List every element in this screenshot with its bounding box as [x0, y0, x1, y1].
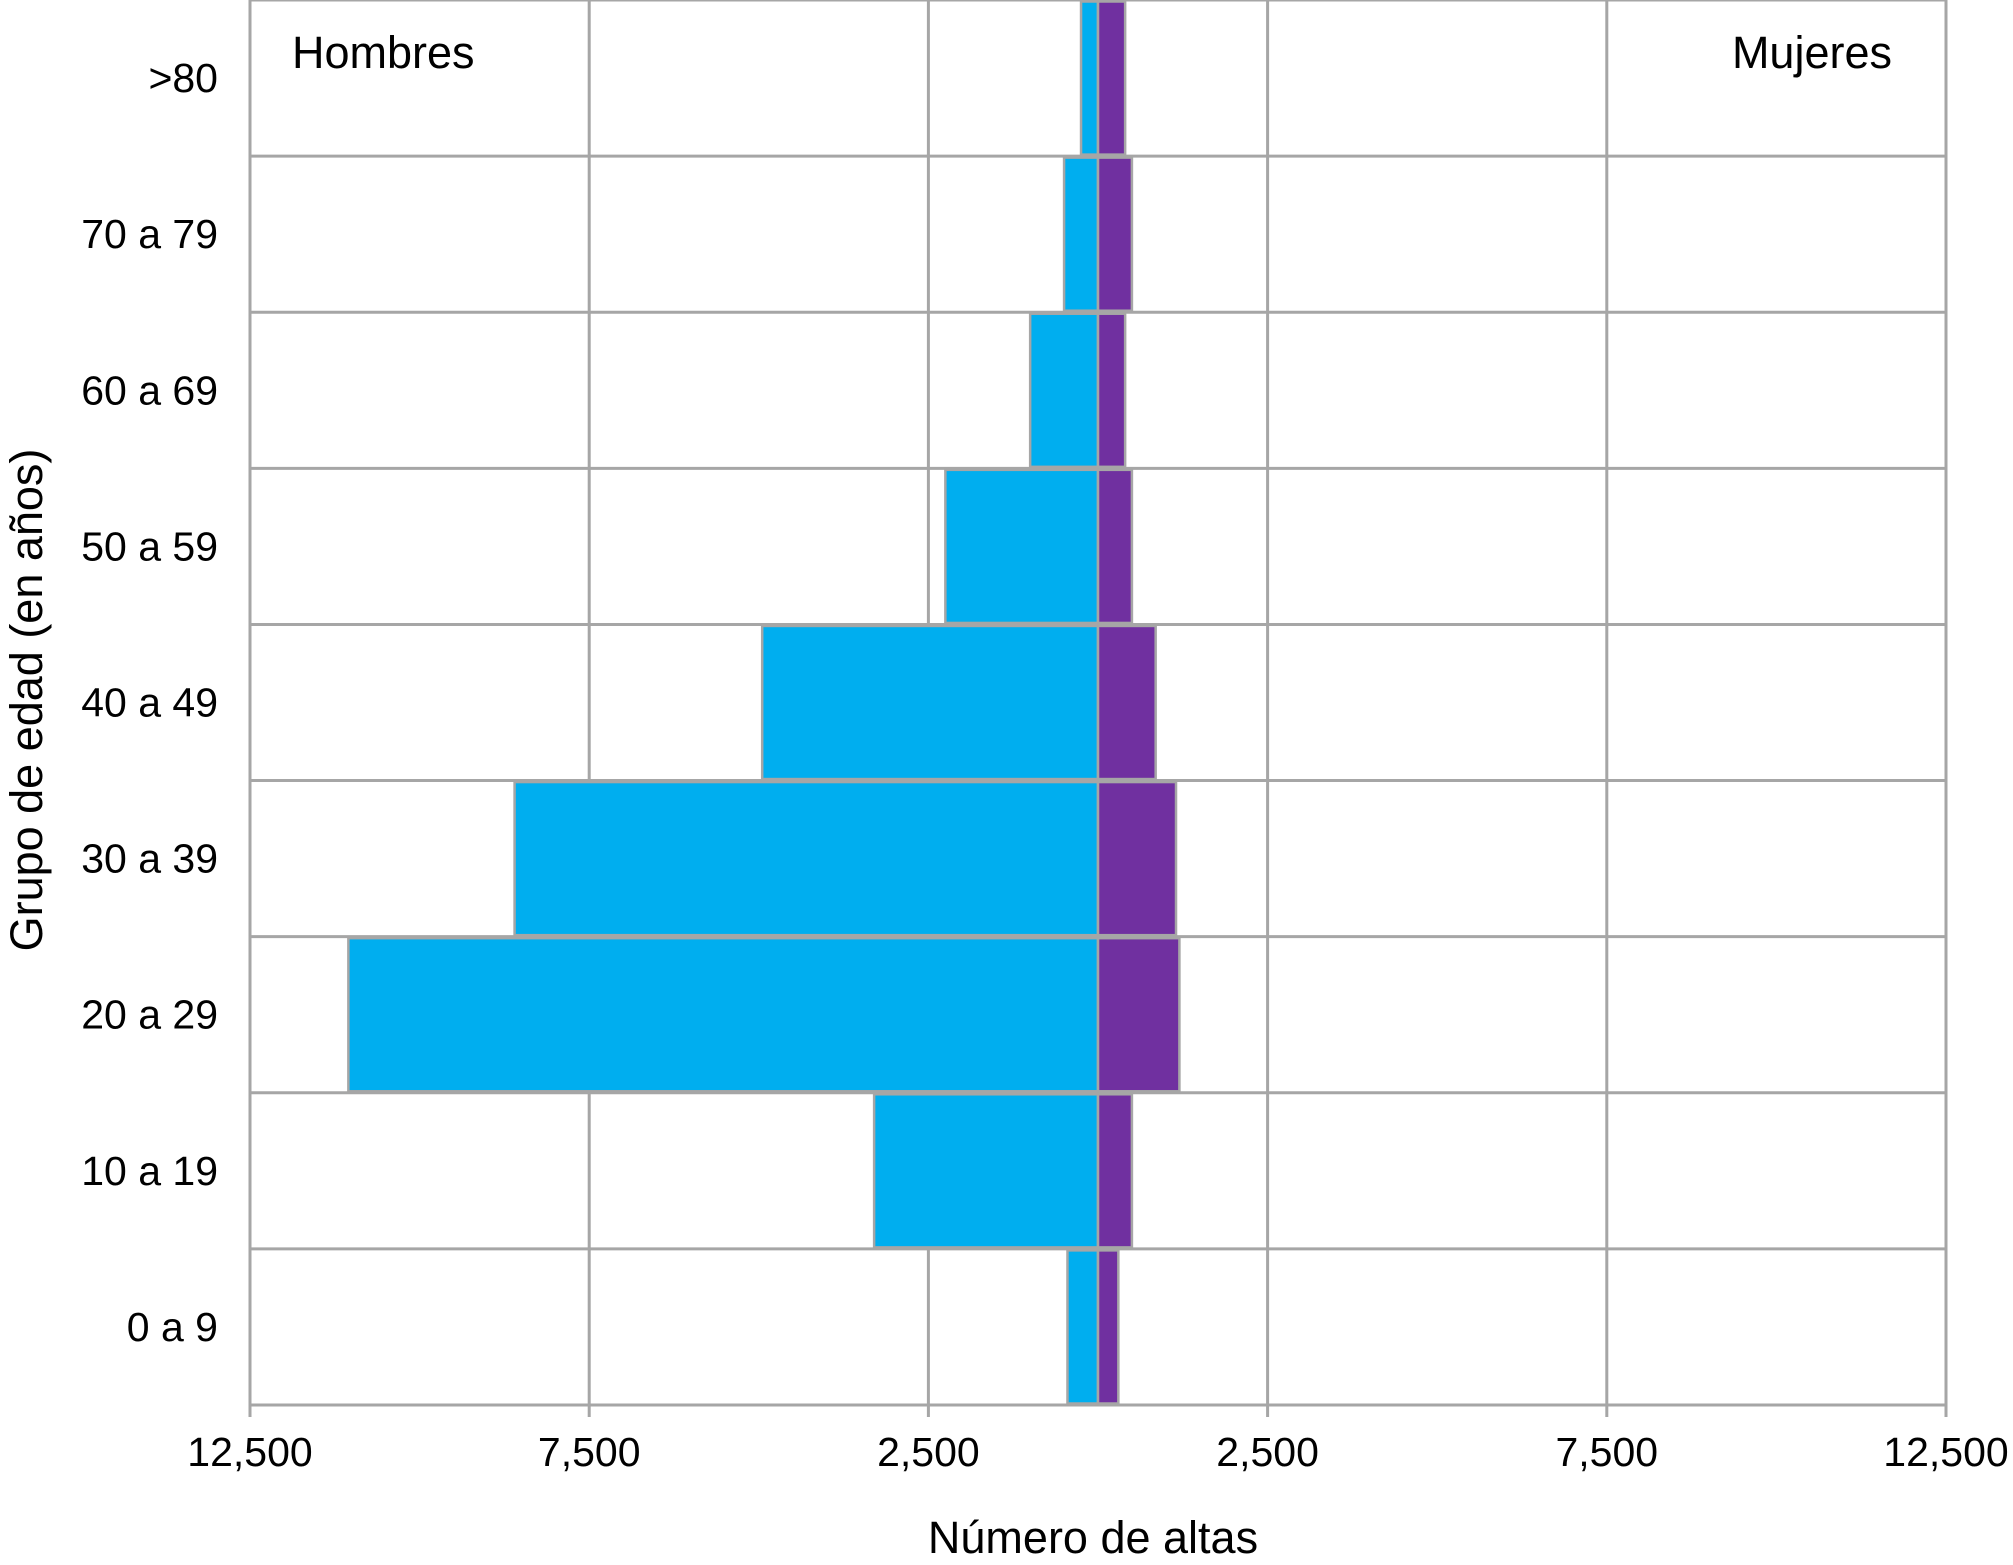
x-axis: 12,500 7,500 2,500 2,500 7,500 12,500: [187, 1405, 2009, 1475]
bar-mujeres: [1096, 468, 1134, 625]
x-tick-label: 7,500: [538, 1429, 641, 1475]
x-tick-label: 2,500: [877, 1429, 980, 1475]
y-tick-label: 70 a 79: [81, 211, 218, 257]
bar-mujeres: [1096, 1093, 1134, 1249]
bar-mujeres: [1096, 0, 1127, 156]
gridlines: [248, 0, 1948, 1407]
y-tick-label: 10 a 19: [81, 1148, 218, 1194]
x-tick-label: 12,500: [187, 1429, 312, 1475]
bar-mujeres: [1096, 936, 1181, 1093]
series-label-hombres: Hombres: [292, 27, 475, 78]
bar-hombres: [872, 1093, 1100, 1249]
x-tick-label: 7,500: [1555, 1429, 1658, 1475]
y-tick-label: 30 a 39: [81, 836, 218, 882]
bar-hombres: [760, 624, 1100, 781]
bar-mujeres: [1096, 312, 1127, 469]
bar-hombres: [1062, 156, 1100, 312]
bar-hombres: [347, 936, 1100, 1093]
y-tick-label: 50 a 59: [81, 523, 218, 569]
bar-hombres: [1066, 1249, 1100, 1405]
y-tick-label: >80: [148, 55, 218, 101]
bar-mujeres: [1096, 1249, 1120, 1405]
bar-mujeres: [1096, 624, 1157, 781]
y-tick-labels: 0 a 9 10 a 19 20 a 29 30 a 39 40 a 49 50 a 59…: [81, 55, 218, 1350]
bar-hombres: [1079, 0, 1100, 156]
bar-hombres: [1028, 312, 1100, 469]
bars: [347, 0, 1181, 1405]
y-tick-label: 60 a 69: [81, 367, 218, 413]
x-axis-title: Número de altas: [928, 1512, 1258, 1563]
y-tick-label: 0 a 9: [127, 1304, 218, 1350]
bar-mujeres: [1096, 156, 1134, 312]
bar-mujeres: [1096, 780, 1178, 937]
bar-hombres: [944, 468, 1100, 625]
x-tick-label: 2,500: [1216, 1429, 1319, 1475]
y-axis-title: Grupo de edad (en años): [1, 449, 52, 952]
series-label-mujeres: Mujeres: [1732, 27, 1892, 78]
bar-hombres: [513, 780, 1100, 937]
x-tick-label: 12,500: [1883, 1429, 2008, 1475]
y-tick-label: 40 a 49: [81, 680, 218, 726]
y-tick-label: 20 a 29: [81, 992, 218, 1038]
